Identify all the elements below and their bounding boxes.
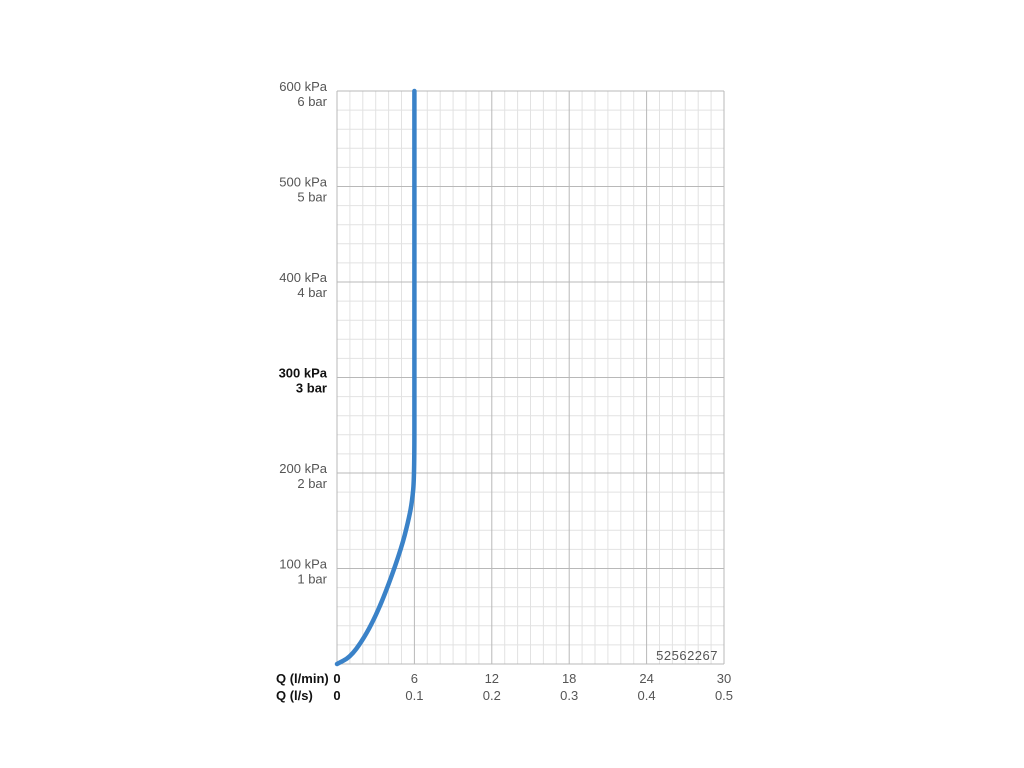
x-tick-label-lpm: 0 [333,671,340,686]
y-tick-label-bar: 2 bar [297,476,327,491]
x-tick-label-lps: 0.2 [483,688,501,703]
x-axis-name-lpm: Q (l/min) [276,671,329,686]
y-tick-label-bar: 4 bar [297,285,327,300]
x-tick-label-lps: 0.3 [560,688,578,703]
x-tick-label-lps: 0 [333,688,340,703]
y-tick-label-kpa: 400 kPa [279,270,327,285]
x-tick-label-lps: 0.4 [638,688,656,703]
y-tick-label-kpa: 100 kPa [279,557,327,572]
y-tick-label-kpa: 600 kPa [279,79,327,94]
y-tick-label-kpa: 200 kPa [279,461,327,476]
y-tick-label-bar: 5 bar [297,190,327,205]
x-tick-label-lpm: 12 [485,671,499,686]
x-tick-labels: 0 6 12 18 24 30 0 0.1 0.2 0.3 0.4 0.5 [333,671,733,703]
y-tick-label-kpa: 500 kPa [279,175,327,190]
series-line [334,88,417,667]
x-tick-label-lps: 0.5 [715,688,733,703]
x-tick-label-lpm: 30 [717,671,731,686]
y-tick-label-bar: 1 bar [297,572,327,587]
x-tick-label-lpm: 6 [411,671,418,686]
x-tick-label-lpm: 24 [639,671,653,686]
x-tick-label-lps: 0.1 [405,688,423,703]
product-code: 52562267 [656,648,718,663]
y-tick-label-kpa: 300 kPa [279,366,328,381]
x-axis-name-lps: Q (l/s) [276,688,313,703]
y-tick-label-bar: 6 bar [297,94,327,109]
x-tick-label-lpm: 18 [562,671,576,686]
y-tick-label-bar: 3 bar [296,381,327,396]
series-curves [334,88,417,667]
